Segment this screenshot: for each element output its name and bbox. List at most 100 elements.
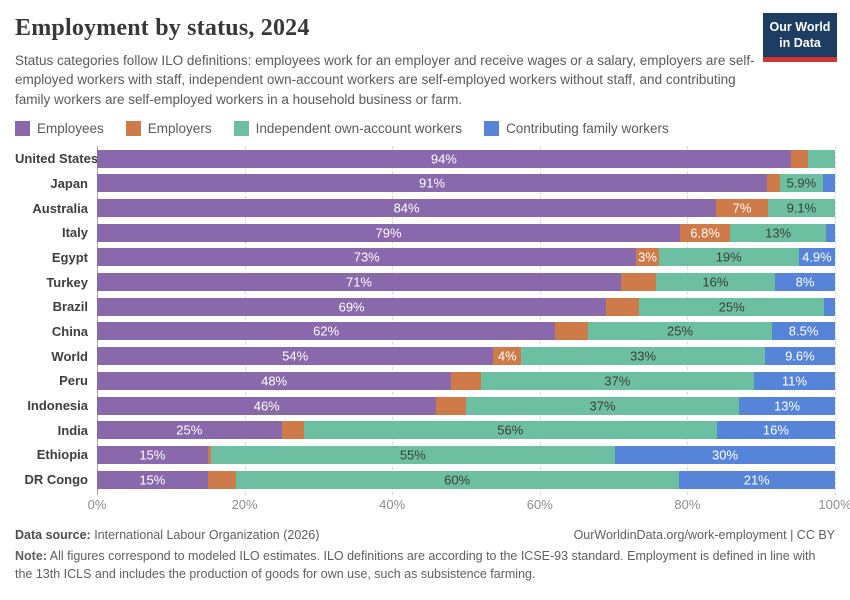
bar-value-label: 94% [430,151,457,167]
bar-segment-employers[interactable] [790,149,809,168]
owid-url-link[interactable]: OurWorldinData.org/work-employment | CC … [573,527,835,542]
bar-segment-employers[interactable] [436,396,466,415]
bar-segment-contributing-family-workers[interactable] [823,297,835,316]
country-label: Indonesia [27,398,88,414]
bar-value-label: 16% [702,274,729,290]
country-label: India [57,422,88,438]
bar-segment-employees[interactable]: 54% [97,347,494,366]
bar-segment-employers[interactable] [281,421,304,440]
bar-value-label: 37% [604,373,631,389]
legend-label: Independent own-account workers [255,121,462,137]
chart-row: China 62% 25% 8.5% [15,319,835,344]
chart-row: India 25% 56% 16% [15,418,835,443]
bar-segment-independent-own-account-workers[interactable]: 16% [655,273,776,292]
bar-segment-employees[interactable]: 91% [97,174,768,193]
bar-segment-independent-own-account-workers[interactable]: 13% [730,223,827,242]
legend-swatch-icon [483,121,499,137]
bar-segment-independent-own-account-workers[interactable]: 56% [303,421,717,440]
bar-value-label: 15% [139,472,166,488]
legend-item[interactable]: Employers [125,121,212,137]
bar-track: 84% 7% 9.1% [97,199,835,218]
bar-segment-contributing-family-workers[interactable]: 8.5% [772,322,835,341]
bar-segment-independent-own-account-workers[interactable]: 33% [521,347,765,366]
bar-segment-contributing-family-workers[interactable]: 13% [739,396,835,415]
bar-value-label: 8.5% [788,323,819,339]
bar-value-label: 56% [497,422,524,438]
bar-value-label: 19% [715,249,742,265]
bar-value-label: 55% [399,447,426,463]
bar-segment-contributing-family-workers[interactable]: 21% [678,470,835,489]
bar-value-label: 33% [630,348,657,364]
legend-item[interactable]: Independent own-account workers [233,121,462,137]
bar-value-label: 73% [353,249,380,265]
bar-segment-independent-own-account-workers[interactable]: 25% [639,297,824,316]
bar-segment-employers[interactable] [620,273,656,292]
owid-logo: Our World in Data [763,13,837,62]
grid-layer [97,146,836,496]
bar-segment-employers[interactable] [207,470,236,489]
bar-segment-employers[interactable] [207,445,211,464]
bar-segment-contributing-family-workers[interactable]: 11% [753,371,835,390]
chart-rows: United States 94% Japan 91% 5.9% Australia 84%… [15,146,835,492]
bar-segment-contributing-family-workers[interactable]: 4.9% [798,248,835,267]
bar-track: 15% 60% 21% [97,470,835,489]
legend-item[interactable]: Contributing family workers [483,121,669,137]
bar-segment-employees[interactable]: 94% [97,149,791,168]
bar-value-label: 84% [393,200,420,216]
chart-row: Ethiopia 15% 55% 30% [15,443,835,468]
owid-logo-line1: Our World [769,20,831,34]
data-source-label: Data source: [15,527,91,542]
bar-segment-employers[interactable]: 6.8% [680,223,731,242]
bar-segment-independent-own-account-workers[interactable]: 55% [210,445,616,464]
bar-track: 69% 25% [97,297,835,316]
gridline [835,146,836,496]
bar-segment-employees[interactable]: 48% [97,371,452,390]
bar-segment-contributing-family-workers[interactable] [823,174,835,193]
bar-track: 46% 37% 13% [97,396,835,415]
bar-segment-contributing-family-workers[interactable]: 8% [775,273,835,292]
bar-track: 62% 25% 8.5% [97,322,835,341]
bar-value-label: 13% [773,398,801,414]
bar-segment-employees[interactable]: 71% [97,273,621,292]
bar-segment-employers[interactable]: 7% [716,199,768,218]
bar-segment-independent-own-account-workers[interactable]: 9.1% [767,199,835,218]
bar-segment-independent-own-account-workers[interactable]: 60% [235,470,679,489]
bar-segment-independent-own-account-workers[interactable]: 37% [465,396,740,415]
x-tick-label: 80% [674,496,701,512]
bar-segment-employers[interactable]: 4% [493,347,522,366]
country-label: Turkey [46,274,88,290]
bar-segment-independent-own-account-workers[interactable]: 37% [480,371,754,390]
chart-row: Brazil 69% 25% [15,294,835,319]
bar-segment-employers[interactable] [451,371,481,390]
bar-segment-independent-own-account-workers[interactable]: 5.9% [779,174,824,193]
bar-segment-employers[interactable]: 3% [636,248,659,267]
bar-segment-employers[interactable] [767,174,780,193]
bar-value-label: 48% [261,373,288,389]
bar-segment-employees[interactable]: 73% [97,248,637,267]
bar-segment-employees[interactable]: 79% [97,223,681,242]
bar-segment-contributing-family-workers[interactable]: 9.6% [764,347,835,366]
legend: Employees Employers Independent own-accoun… [15,121,835,137]
legend-item[interactable]: Employees [15,121,104,137]
bar-segment-employees[interactable]: 62% [97,322,556,341]
bar-segment-employees[interactable]: 15% [97,470,208,489]
bar-value-label: 9.1% [786,200,817,216]
bar-segment-independent-own-account-workers[interactable]: 25% [587,322,773,341]
bar-segment-employees[interactable]: 15% [97,445,208,464]
chart-row: Italy 79% 6.8% 13% [15,220,835,245]
bar-segment-contributing-family-workers[interactable] [826,223,835,242]
bar-segment-contributing-family-workers[interactable]: 16% [716,421,835,440]
bar-segment-employees[interactable]: 25% [97,421,282,440]
bar-segment-employers[interactable] [555,322,588,341]
chart-note: Note: All figures correspond to modeled … [15,548,835,584]
stacked-bar-chart: United States 94% Japan 91% 5.9% Australia 84%… [15,146,850,515]
bar-segment-contributing-family-workers[interactable]: 30% [615,445,835,464]
bar-segment-employees[interactable]: 69% [97,297,607,316]
bar-segment-employers[interactable] [606,297,640,316]
bar-value-label: 91% [419,175,446,191]
bar-segment-employees[interactable]: 84% [97,199,717,218]
owid-logo-line2: in Data [779,36,821,51]
bar-segment-employees[interactable]: 46% [97,396,437,415]
bar-segment-independent-own-account-workers[interactable] [808,149,835,168]
bar-segment-independent-own-account-workers[interactable]: 19% [658,248,799,267]
